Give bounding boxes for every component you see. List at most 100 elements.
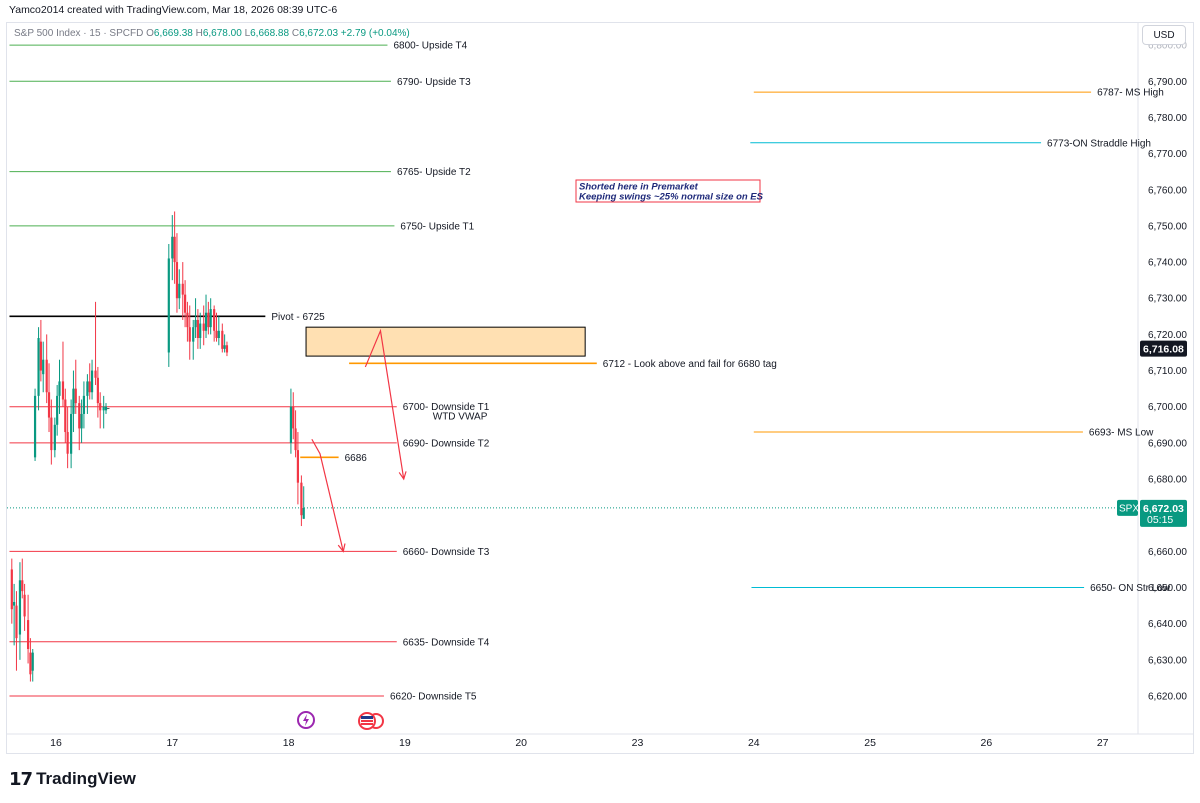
candle xyxy=(94,301,97,386)
projection-arrow[interactable] xyxy=(311,438,346,553)
candle-body xyxy=(194,319,197,328)
annotation-note-line-2: Keeping swings ~25% normal size on ES xyxy=(579,192,764,203)
svg-text:SPX: SPX xyxy=(1119,503,1139,514)
candle xyxy=(221,323,224,353)
candle-body xyxy=(37,338,40,396)
candle xyxy=(13,583,16,646)
candle xyxy=(183,280,187,328)
time-tick-label: 17 xyxy=(166,737,178,749)
candle xyxy=(302,486,305,519)
chart-attribution-header: Yamco2014 created with TradingView.com, … xyxy=(9,4,338,16)
candle-body xyxy=(45,359,48,393)
candle-body xyxy=(167,258,170,353)
chart-frame xyxy=(6,22,1194,754)
candle-body xyxy=(29,652,32,675)
level-label: 6690- Downside T2 xyxy=(403,438,490,449)
candle-body xyxy=(39,341,42,371)
candle xyxy=(23,583,26,631)
candle xyxy=(225,341,229,357)
event-markers xyxy=(297,711,384,730)
level-label: 6693- MS Low xyxy=(1089,428,1154,439)
level-label: 6787- MS High xyxy=(1097,88,1164,99)
price-tick-label: 6,720.00 xyxy=(1148,330,1187,341)
price-tick-label: 6,770.00 xyxy=(1148,149,1187,160)
candle-body xyxy=(225,345,229,353)
candle-body xyxy=(188,327,191,342)
candle-body xyxy=(88,381,91,393)
price-tick-label: 6,630.00 xyxy=(1148,655,1187,666)
time-axis: 16 17 18 19 20 23 24 25 26 27 xyxy=(50,737,1109,749)
time-tick-label: 25 xyxy=(864,737,876,749)
candle-body xyxy=(102,406,105,411)
candle-body xyxy=(21,580,24,592)
tradingview-logo[interactable]: 17 TradingView xyxy=(9,768,136,790)
candle xyxy=(10,558,13,624)
projection-arrow-path xyxy=(364,328,405,480)
candle-body xyxy=(74,388,77,404)
candle-body xyxy=(202,323,205,331)
candle xyxy=(18,562,22,660)
candle xyxy=(58,359,61,414)
candle-body xyxy=(199,323,202,339)
candle-body xyxy=(294,428,297,451)
candle xyxy=(61,341,65,407)
price-tick-label: 6,650.00 xyxy=(1148,583,1187,594)
candle-body xyxy=(99,403,102,411)
candle xyxy=(47,363,51,433)
candle-body xyxy=(207,312,210,328)
candle xyxy=(217,316,220,346)
candle xyxy=(199,312,202,349)
level-label: 6750- Upside T1 xyxy=(400,221,474,232)
level-label: 6620- Downside T5 xyxy=(390,692,477,703)
level-label: 6686 xyxy=(345,453,368,464)
open-label: O xyxy=(146,28,154,39)
currency-button[interactable]: USD xyxy=(1142,25,1186,45)
annotation-note-box[interactable] xyxy=(575,179,761,203)
candle-body xyxy=(213,309,216,331)
time-tick-label: 16 xyxy=(50,737,62,749)
level-label: 6800- Upside T4 xyxy=(393,41,467,52)
candle xyxy=(80,399,83,443)
candle xyxy=(204,294,208,339)
candle-body xyxy=(300,482,303,516)
candle xyxy=(292,392,295,440)
supply-zone-rectangle[interactable] xyxy=(305,326,586,357)
candle xyxy=(223,334,226,353)
candle xyxy=(167,244,170,367)
svg-text:6,716.08: 6,716.08 xyxy=(1143,344,1184,356)
price-tick-label: 6,640.00 xyxy=(1148,619,1187,630)
zone-layer xyxy=(305,326,586,357)
candle xyxy=(104,403,108,414)
lightning-event-icon[interactable] xyxy=(297,711,315,729)
candle-body xyxy=(47,392,51,418)
annotation-note-line-1: Shorted here in Premarket xyxy=(579,182,699,193)
time-tick-label: 26 xyxy=(981,737,993,749)
candle-body xyxy=(50,417,53,451)
candle xyxy=(178,269,181,310)
candle-body xyxy=(175,262,179,299)
candle xyxy=(56,385,59,436)
candle-body xyxy=(10,569,13,610)
candle-body xyxy=(53,424,56,451)
projection-arrow[interactable] xyxy=(364,328,407,481)
candle xyxy=(300,475,303,527)
tradingview-logo-text: TradingView xyxy=(36,769,136,788)
candle xyxy=(175,233,179,313)
low-value: 6,668.88 xyxy=(250,28,290,39)
arrows-layer xyxy=(311,328,407,553)
time-tick-label: 20 xyxy=(515,737,527,749)
levels-layer xyxy=(7,44,1138,697)
annotation-note: Shorted here in Premarket Keeping swings… xyxy=(575,179,764,203)
candle xyxy=(33,388,37,461)
candle-body xyxy=(221,330,224,349)
projection-arrow-head xyxy=(398,471,407,481)
candle xyxy=(99,392,102,429)
candle xyxy=(74,359,77,414)
level-label: 6773-ON Straddle High xyxy=(1047,138,1151,149)
candle xyxy=(102,395,105,429)
us-economic-event-icon[interactable] xyxy=(358,712,384,730)
level-label: 6790- Upside T3 xyxy=(397,77,471,88)
candle-body xyxy=(217,330,220,339)
symbol-description[interactable]: S&P 500 Index · 15 · SPCFD xyxy=(14,28,144,39)
